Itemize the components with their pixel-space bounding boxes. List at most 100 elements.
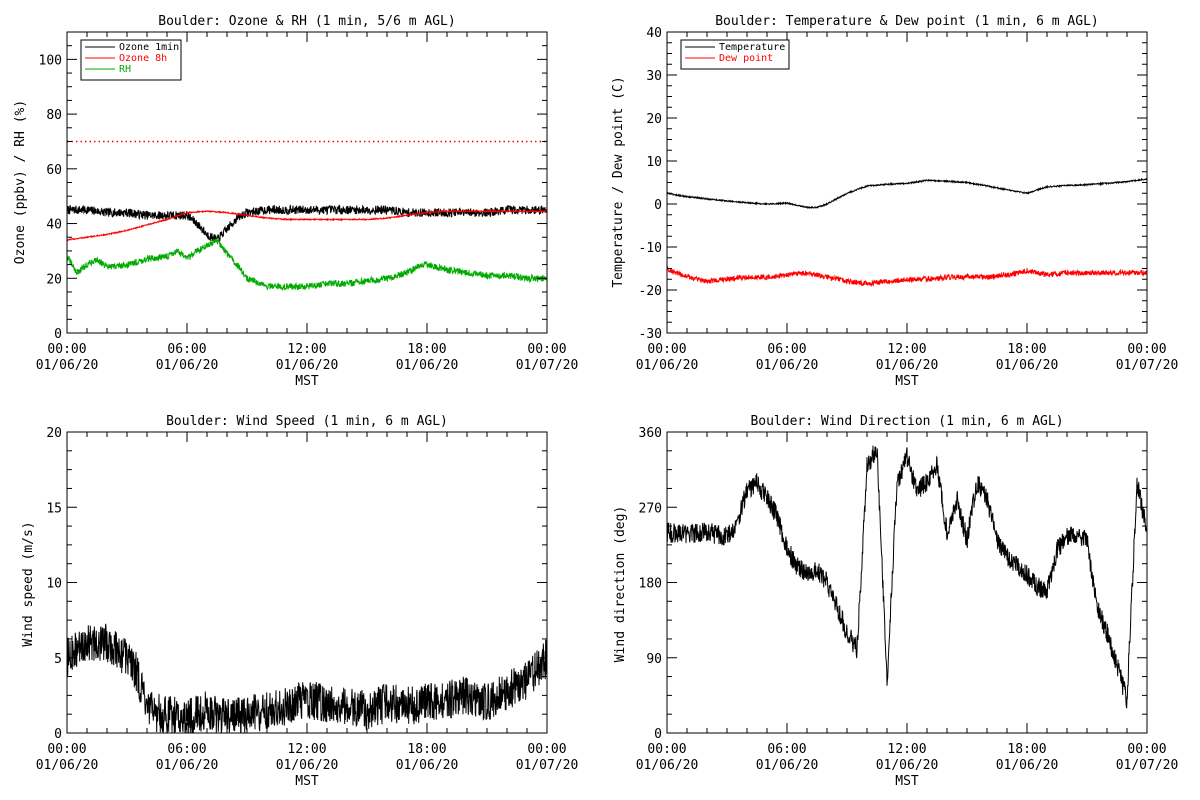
x-tick-time: 18:00 [1007, 742, 1046, 757]
x-tick-date: 01/06/20 [876, 758, 939, 773]
x-tick-time: 18:00 [407, 342, 446, 357]
series-line [667, 265, 1147, 288]
legend-label: Ozone 8h [119, 53, 167, 64]
wind-direction-panel: Boulder: Wind Direction (1 min, 6 m AGL)… [613, 414, 1178, 789]
y-tick-label: 60 [46, 163, 62, 178]
x-tick-time: 12:00 [887, 342, 926, 357]
series-line [67, 209, 547, 242]
x-tick-time: 00:00 [527, 342, 566, 357]
x-tick-date: 01/06/20 [996, 758, 1059, 773]
y-tick-label: 270 [639, 501, 662, 516]
x-tick-date: 01/06/20 [756, 758, 819, 773]
legend-label: Dew point [719, 53, 773, 64]
x-tick-time: 06:00 [167, 342, 206, 357]
y-tick-label: 40 [46, 218, 62, 233]
y-tick-label: -30 [639, 327, 662, 342]
x-tick-time: 00:00 [1127, 742, 1166, 757]
chart-title: Boulder: Temperature & Dew point (1 min,… [715, 14, 1099, 29]
x-tick-date: 01/06/20 [156, 758, 219, 773]
y-tick-label: 20 [46, 426, 62, 441]
y-axis-label: Ozone (ppbv) / RH (%) [13, 100, 28, 264]
x-tick-time: 12:00 [287, 742, 326, 757]
y-tick-label: 20 [46, 272, 62, 287]
x-tick-date: 01/06/20 [156, 358, 219, 373]
x-tick-date: 01/06/20 [876, 358, 939, 373]
x-tick-date: 01/06/20 [756, 358, 819, 373]
x-axis-label: MST [295, 374, 319, 389]
x-tick-time: 18:00 [407, 742, 446, 757]
x-tick-date: 01/06/20 [396, 758, 459, 773]
x-tick-date: 01/07/20 [1116, 358, 1179, 373]
x-axis-label: MST [895, 374, 919, 389]
x-tick-date: 01/07/20 [1116, 758, 1179, 773]
y-tick-label: 10 [646, 155, 662, 170]
x-tick-date: 01/06/20 [636, 758, 699, 773]
x-tick-time: 00:00 [527, 742, 566, 757]
series-line [67, 238, 547, 292]
x-tick-time: 06:00 [767, 742, 806, 757]
x-tick-date: 01/06/20 [276, 358, 339, 373]
y-tick-label: -10 [639, 241, 662, 256]
x-tick-date: 01/06/20 [36, 358, 99, 373]
x-tick-time: 00:00 [647, 742, 686, 757]
series-line [667, 177, 1147, 210]
wind-speed-panel: Boulder: Wind Speed (1 min, 6 m AGL) Win… [21, 414, 578, 789]
y-tick-label: 0 [654, 198, 662, 213]
chart-title: Boulder: Ozone & RH (1 min, 5/6 m AGL) [158, 14, 455, 29]
y-tick-label: 40 [646, 26, 662, 41]
x-tick-time: 06:00 [167, 742, 206, 757]
x-tick-date: 01/06/20 [996, 358, 1059, 373]
x-tick-time: 12:00 [287, 342, 326, 357]
y-tick-label: 15 [46, 501, 62, 516]
ozone-rh-panel: Boulder: Ozone & RH (1 min, 5/6 m AGL) O… [13, 14, 578, 389]
x-tick-time: 00:00 [47, 342, 86, 357]
legend-label: RH [119, 64, 131, 75]
series-group [667, 445, 1147, 709]
y-tick-label: 0 [654, 727, 662, 742]
series-line [67, 623, 547, 733]
x-tick-date: 01/07/20 [516, 358, 579, 373]
y-tick-label: 100 [39, 53, 62, 68]
legend-box [680, 39, 790, 70]
y-tick-label: 10 [46, 577, 62, 592]
y-axis-label: Wind direction (deg) [613, 506, 628, 663]
x-tick-date: 01/06/20 [396, 358, 459, 373]
x-tick-date: 01/07/20 [516, 758, 579, 773]
x-tick-time: 00:00 [1127, 342, 1166, 357]
y-tick-label: 0 [54, 327, 62, 342]
x-tick-time: 12:00 [887, 742, 926, 757]
y-axis-label: Wind speed (m/s) [21, 521, 36, 646]
x-tick-time: 18:00 [1007, 342, 1046, 357]
y-tick-label: -20 [639, 284, 662, 299]
chart-title: Boulder: Wind Speed (1 min, 6 m AGL) [166, 414, 448, 429]
y-axis-label: Temperature / Dew point (C) [611, 76, 626, 287]
x-tick-date: 01/06/20 [276, 758, 339, 773]
x-axis-label: MST [895, 774, 919, 789]
series-group [67, 140, 547, 292]
y-tick-label: 30 [646, 69, 662, 84]
y-tick-label: 180 [639, 577, 662, 592]
y-tick-label: 80 [46, 108, 62, 123]
x-tick-time: 00:00 [647, 342, 686, 357]
chart-title: Boulder: Wind Direction (1 min, 6 m AGL) [750, 414, 1063, 429]
y-tick-label: 360 [639, 426, 662, 441]
series-group [67, 623, 547, 733]
plot-frame [666, 431, 1148, 734]
x-axis-label: MST [295, 774, 319, 789]
series-line [67, 204, 547, 243]
x-tick-date: 01/06/20 [36, 758, 99, 773]
y-tick-label: 20 [646, 112, 662, 127]
series-group [667, 177, 1147, 288]
series-line [667, 445, 1147, 709]
plot-frame [666, 31, 1148, 334]
x-tick-time: 06:00 [767, 342, 806, 357]
y-tick-label: 90 [646, 652, 662, 667]
temperature-dewpoint-panel: Boulder: Temperature & Dew point (1 min,… [611, 14, 1178, 389]
legend-label: Ozone 1min [119, 42, 179, 53]
x-tick-time: 00:00 [47, 742, 86, 757]
legend-label: Temperature [719, 42, 785, 53]
y-tick-label: 5 [54, 652, 62, 667]
x-tick-date: 01/06/20 [636, 358, 699, 373]
y-tick-label: 0 [54, 727, 62, 742]
